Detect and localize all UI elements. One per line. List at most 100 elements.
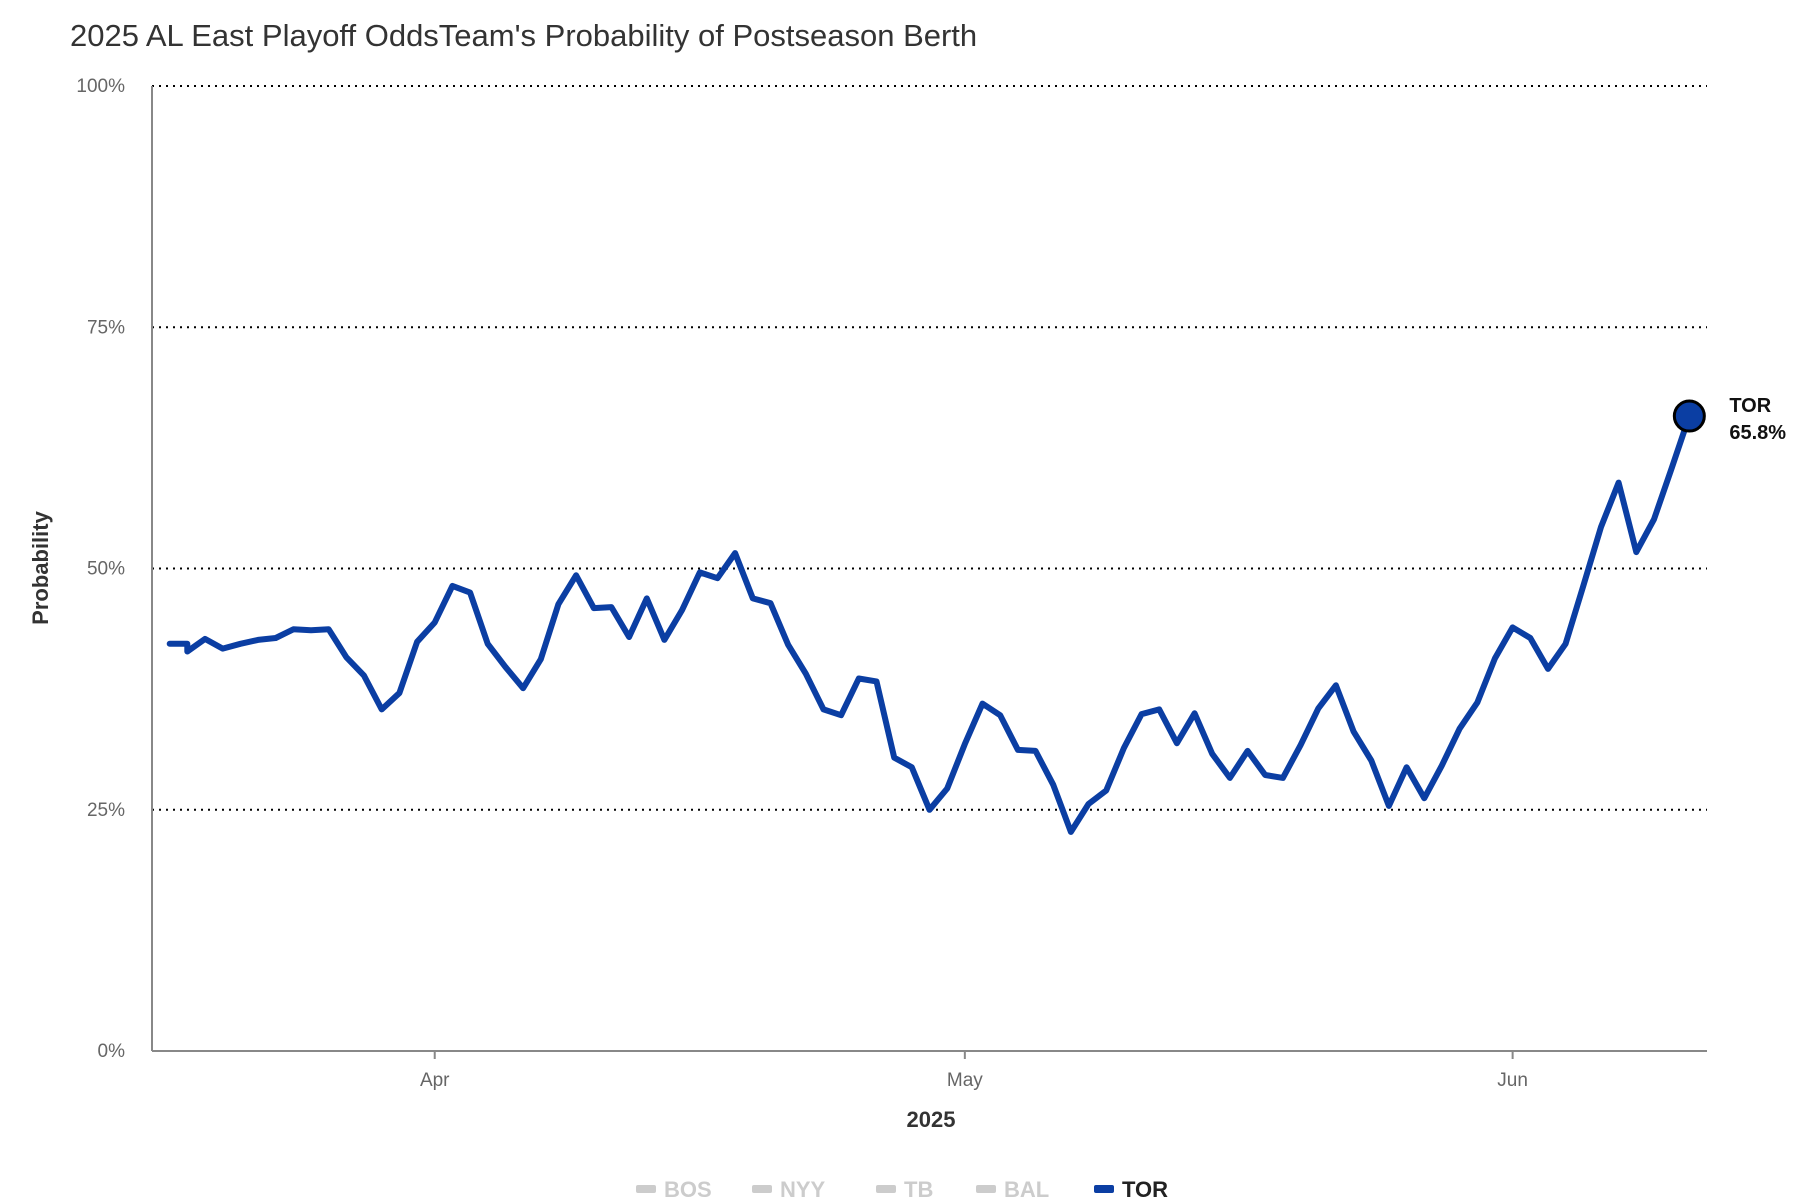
data-point: [364, 675, 365, 676]
chart-title: 2025 AL East Playoff OddsTeam's Probabil…: [70, 18, 977, 53]
data-point: [1530, 637, 1531, 638]
data-point: [187, 643, 188, 644]
data-point: [169, 643, 170, 644]
legend-swatch: [636, 1185, 656, 1193]
data-point: [1017, 749, 1018, 750]
legend-label: BOS: [664, 1177, 712, 1200]
data-point: [1477, 702, 1478, 703]
data-point: [1653, 519, 1654, 520]
data-point: [434, 622, 435, 623]
data-point: [1565, 643, 1566, 644]
data-point: [1106, 790, 1107, 791]
tor-end-marker[interactable]: [1672, 399, 1706, 433]
data-point: [629, 637, 630, 638]
data-point: [664, 639, 665, 640]
end-layer: TOR 65.8%: [1672, 395, 1786, 444]
data-point: [593, 608, 594, 609]
data-point: [1000, 715, 1001, 716]
legend-item-bal[interactable]: BAL: [976, 1177, 1049, 1200]
data-point: [1335, 685, 1336, 686]
data-point: [1371, 760, 1372, 761]
legend-swatch: [876, 1185, 896, 1193]
data-point: [911, 767, 912, 768]
data-point: [576, 575, 577, 576]
data-point: [487, 643, 488, 644]
data-point: [1494, 658, 1495, 659]
data-point: [1353, 731, 1354, 732]
data-point: [611, 607, 612, 608]
y-ticks: 0% 25% 50% 75% 100%: [76, 76, 125, 1062]
data-point: [1212, 753, 1213, 754]
data-point: [1583, 585, 1584, 586]
y-tick-label: 75%: [87, 317, 125, 338]
data-point: [258, 639, 259, 640]
data-point: [1265, 775, 1266, 776]
data-point: [1459, 728, 1460, 729]
data-point: [1176, 743, 1177, 744]
data-point: [682, 609, 683, 610]
data-point: [841, 715, 842, 716]
legend-item-nyy[interactable]: NYY: [752, 1177, 826, 1200]
data-point: [947, 788, 948, 789]
data-point: [275, 637, 276, 638]
tor-end-label: TOR: [1729, 395, 1771, 417]
y-tick-label: 0%: [98, 1041, 126, 1062]
x-ticks: Apr May Jun: [420, 1051, 1528, 1091]
data-point: [1141, 714, 1142, 715]
legend-swatch: [976, 1185, 996, 1193]
data-point: [717, 578, 718, 579]
data-point: [558, 604, 559, 605]
data-point: [805, 673, 806, 674]
data-point: [1070, 831, 1071, 832]
x-tick-label: May: [947, 1070, 983, 1091]
data-point: [205, 638, 206, 639]
data-point: [1388, 805, 1389, 806]
data-point: [328, 629, 329, 630]
data-point: [417, 641, 418, 642]
data-point: [876, 681, 877, 682]
legend-item-tb[interactable]: TB: [876, 1177, 933, 1200]
data-point: [505, 666, 506, 667]
data-point: [1318, 708, 1319, 709]
data-point: [752, 598, 753, 599]
data-point: [1053, 784, 1054, 785]
x-tick-label: Apr: [420, 1070, 450, 1091]
legend-swatch: [752, 1185, 772, 1193]
data-point: [735, 553, 736, 554]
data-point: [788, 644, 789, 645]
data-point: [1159, 709, 1160, 710]
y-tick-label: 25%: [87, 800, 125, 821]
y-tick-label: 100%: [76, 76, 125, 97]
x-tick-label: Jun: [1497, 1070, 1528, 1091]
series-line-tor: [166, 413, 1693, 835]
data-point: [1282, 777, 1283, 778]
data-point: [929, 809, 930, 810]
data-point: [381, 709, 382, 710]
legend-item-tor[interactable]: TOR: [1094, 1177, 1168, 1200]
data-point: [894, 757, 895, 758]
data-point: [311, 630, 312, 631]
legend-swatch: [1094, 1185, 1114, 1193]
data-point: [293, 629, 294, 630]
legend: BOS NYY TB BAL TOR: [636, 1177, 1168, 1200]
data-point: [858, 678, 859, 679]
data-point: [1194, 713, 1195, 714]
data-point: [523, 688, 524, 689]
data-point: [470, 592, 471, 593]
legend-label: TOR: [1122, 1177, 1168, 1200]
y-axis-label: Probability: [28, 510, 53, 624]
axes-layer: [151, 86, 1707, 1052]
data-point: [1247, 750, 1248, 751]
data-point: [540, 659, 541, 660]
data-point: [699, 572, 700, 573]
data-point: [1671, 468, 1672, 469]
legend-label: BAL: [1004, 1177, 1049, 1200]
data-point: [1512, 627, 1513, 628]
tor-end-value-label: 65.8%: [1729, 422, 1786, 444]
legend-label: NYY: [780, 1177, 826, 1200]
data-point: [187, 651, 188, 652]
data-point: [646, 598, 647, 599]
y-tick-label: 50%: [87, 559, 125, 580]
legend-item-bos[interactable]: BOS: [636, 1177, 712, 1200]
data-point: [222, 648, 223, 649]
